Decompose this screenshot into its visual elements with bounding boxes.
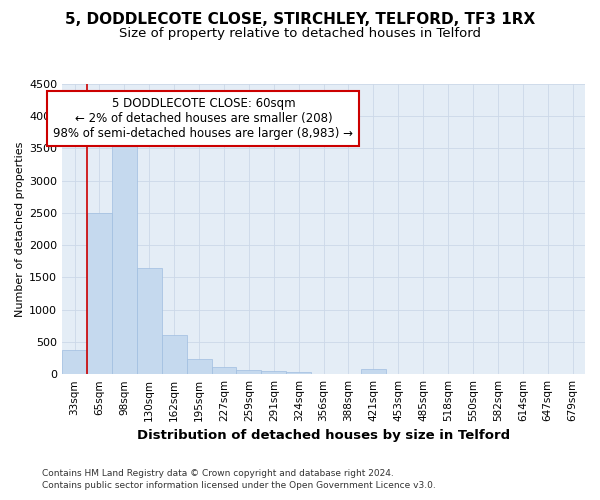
Y-axis label: Number of detached properties: Number of detached properties: [15, 142, 25, 317]
Bar: [62, 350, 87, 374]
Text: Contains HM Land Registry data © Crown copyright and database right 2024.: Contains HM Land Registry data © Crown c…: [42, 468, 394, 477]
Text: Size of property relative to detached houses in Telford: Size of property relative to detached ho…: [119, 28, 481, 40]
Bar: [187, 358, 212, 374]
Bar: [212, 367, 236, 374]
X-axis label: Distribution of detached houses by size in Telford: Distribution of detached houses by size …: [137, 430, 510, 442]
Bar: [112, 134, 137, 374]
Bar: [361, 370, 386, 374]
Bar: [286, 372, 311, 374]
Bar: [262, 370, 286, 374]
Text: Contains public sector information licensed under the Open Government Licence v3: Contains public sector information licen…: [42, 481, 436, 490]
Bar: [236, 370, 262, 374]
Bar: [87, 213, 112, 374]
Text: 5 DODDLECOTE CLOSE: 60sqm
← 2% of detached houses are smaller (208)
98% of semi-: 5 DODDLECOTE CLOSE: 60sqm ← 2% of detach…: [53, 97, 353, 140]
Text: 5, DODDLECOTE CLOSE, STIRCHLEY, TELFORD, TF3 1RX: 5, DODDLECOTE CLOSE, STIRCHLEY, TELFORD,…: [65, 12, 535, 28]
Bar: [162, 336, 187, 374]
Bar: [137, 268, 162, 374]
